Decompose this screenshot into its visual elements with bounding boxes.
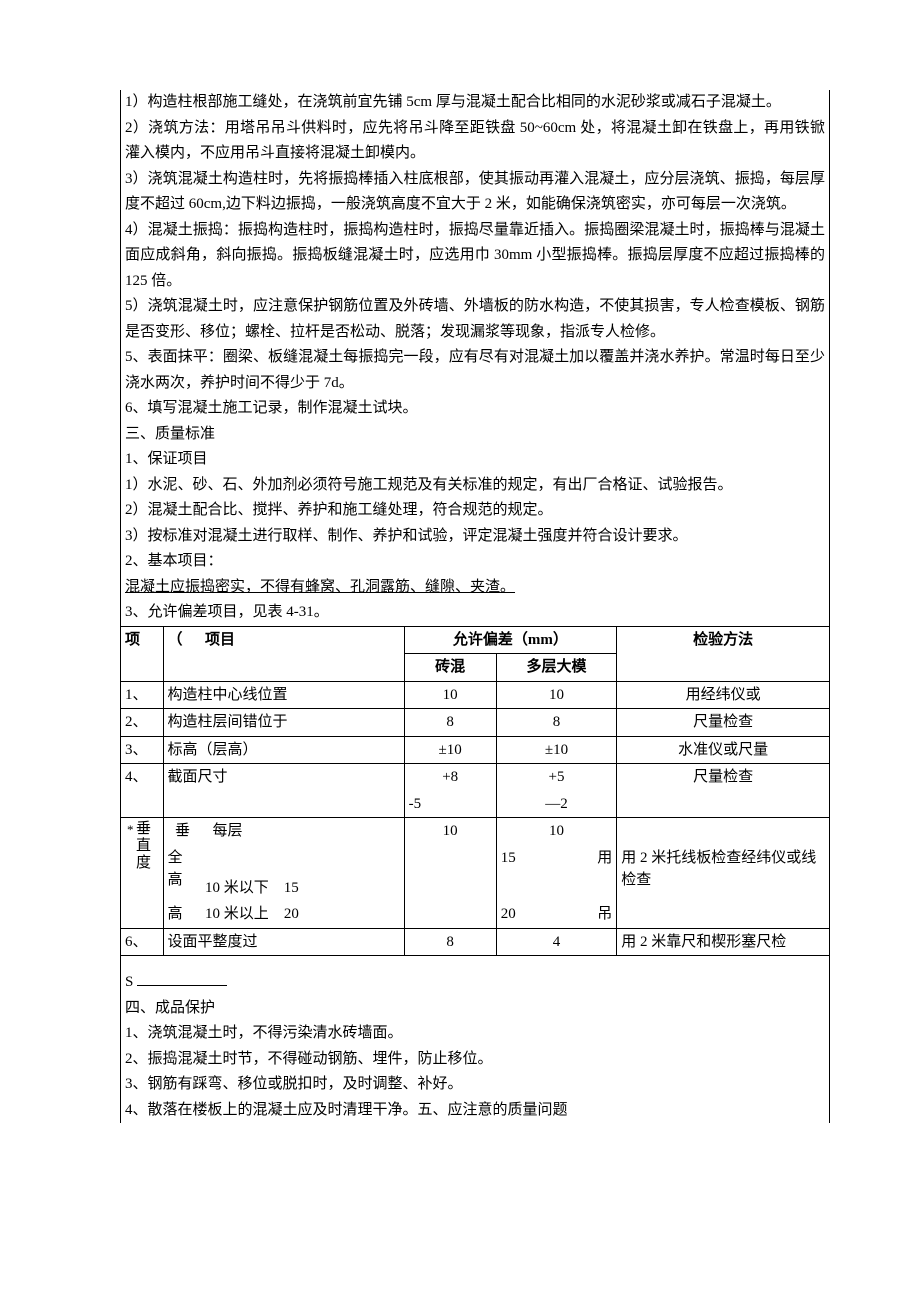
para-10: 2）混凝土配合比、搅拌、养护和施工缝处理，符合规范的规定。	[125, 498, 825, 524]
para-5: 5）浇筑混凝土时，应注意保护钢筋位置及外砖墙、外墙板的防水构造，不使其损害，专人…	[125, 294, 825, 345]
table-row: 6、 设面平整度过 8 4 用 2 米靠尺和楔形塞尺检	[121, 928, 830, 956]
blank-line	[137, 985, 227, 986]
para-13: 混凝土应振捣密实，不得有蜂窝、孔洞露筋、缝隙、夹渣。	[125, 575, 825, 601]
para-14: 3、允许偏差项目，见表 4-31。	[125, 600, 825, 626]
table-row-verticality: 全高 10 米以下 15 15用 用 2 米托线板检查经纬仪或线检查	[121, 845, 830, 902]
table-row: -5 —2	[121, 791, 830, 818]
table-row: 3、 标高（层高） ±10 ±10 水准仪或尺量	[121, 736, 830, 764]
para-9: 1）水泥、砂、石、外加剂必须符号施工规范及有关标准的规定，有出厂合格证、试验报告…	[125, 473, 825, 499]
table-row: 1、 构造柱中心线位置 10 10 用经纬仪或	[121, 681, 830, 709]
th-method: 检验方法	[617, 626, 830, 654]
heading-4: 四、成品保护	[125, 996, 825, 1022]
th-sub-1: 砖混	[404, 654, 496, 682]
table-row: 2、 构造柱层间错位于 8 8 尺量检查	[121, 709, 830, 737]
s-line: S	[125, 970, 825, 996]
para-6: 5、表面抹平：圈梁、板缝混凝土每振捣完一段，应有尽有对混凝土加以覆盖并浇水养护。…	[125, 345, 825, 396]
th-index: 项	[121, 626, 164, 654]
para-15: 1、浇筑混凝土时，不得污染清水砖墙面。	[125, 1021, 825, 1047]
th-tolerance: 允许偏差（mm）	[404, 626, 617, 654]
para-11: 3）按标准对混凝土进行取样、制作、养护和试验，评定混凝土强度并符合设计要求。	[125, 524, 825, 550]
para-12: 2、基本项目：	[125, 549, 825, 575]
para-1: 1）构造柱根部施工缝处，在浇筑前宜先铺 5cm 厚与混凝土配合比相同的水泥砂浆或…	[125, 90, 825, 116]
heading-3: 三、质量标准	[125, 422, 825, 448]
table-row-verticality: * 垂直度 垂 每层 10 10	[121, 818, 830, 845]
tolerance-table: 项 （ 项目 允许偏差（mm） 检验方法 砖混 多层大模 1、 构造柱中心线位置…	[120, 626, 830, 957]
para-3: 3）浇筑混凝土构造柱时，先将振捣棒插入柱底根部，使其振动再灌入混凝土，应分层浇筑…	[125, 167, 825, 218]
para-7: 6、填写混凝土施工记录，制作混凝土试块。	[125, 396, 825, 422]
table-subheader-row: 砖混 多层大模	[121, 654, 830, 682]
para-8: 1、保证项目	[125, 447, 825, 473]
th-item: （ 项目	[163, 626, 404, 654]
table-row: 4、 截面尺寸 +8 +5 尺量检查	[121, 764, 830, 791]
para-18: 4、散落在楼板上的混凝土应及时清理干净。五、应注意的质量问题	[125, 1098, 825, 1124]
verticality-label-cell: * 垂直度	[121, 818, 164, 929]
para-2: 2）浇筑方法：用塔吊吊斗供料时，应先将吊斗降至距铁盘 50~60cm 处，将混凝…	[125, 116, 825, 167]
para-16: 2、振捣混凝土时节，不得碰动钢筋、埋件，防止移位。	[125, 1047, 825, 1073]
table-header-row: 项 （ 项目 允许偏差（mm） 检验方法	[121, 626, 830, 654]
para-17: 3、钢筋有踩弯、移位或脱扣时，及时调整、补好。	[125, 1072, 825, 1098]
th-sub-2: 多层大模	[496, 654, 617, 682]
para-4: 4）混凝土振捣：振捣构造柱时，振捣构造柱时，振捣尽量靠近插入。振捣圈梁混凝土时，…	[125, 218, 825, 295]
